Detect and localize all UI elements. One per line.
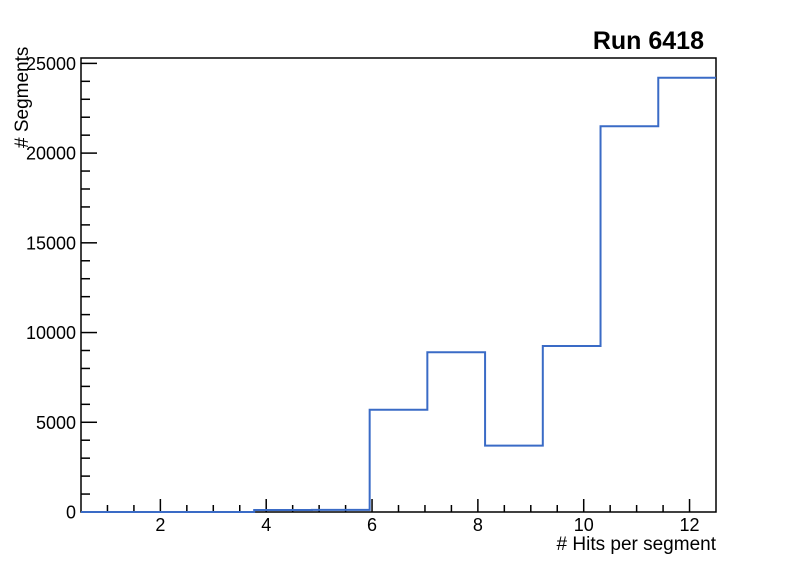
plot-area: 2 4 6 8 10 12 0 5000 10000 15000 20000 25000 xyxy=(26,54,717,535)
y-tick-label: 5000 xyxy=(36,413,76,433)
x-tick-label: 10 xyxy=(574,515,594,535)
y-tick-label: 0 xyxy=(66,503,76,523)
x-tick-label: 6 xyxy=(367,515,377,535)
y-tick-label: 20000 xyxy=(26,144,76,164)
x-tick-label: 8 xyxy=(473,515,483,535)
chart-title: Run 6418 xyxy=(593,27,704,55)
x-axis-title: # Hits per segment xyxy=(557,534,717,555)
y-tick-label: 10000 xyxy=(26,323,76,343)
y-tick-label: 25000 xyxy=(26,54,76,74)
y-tick-label: 15000 xyxy=(26,233,76,253)
x-tick-label: 4 xyxy=(261,515,271,535)
histogram-line xyxy=(81,76,716,513)
y-axis-title: # Segments xyxy=(12,47,33,148)
x-tick-label: 12 xyxy=(680,515,700,535)
x-tick-label: 2 xyxy=(155,515,165,535)
